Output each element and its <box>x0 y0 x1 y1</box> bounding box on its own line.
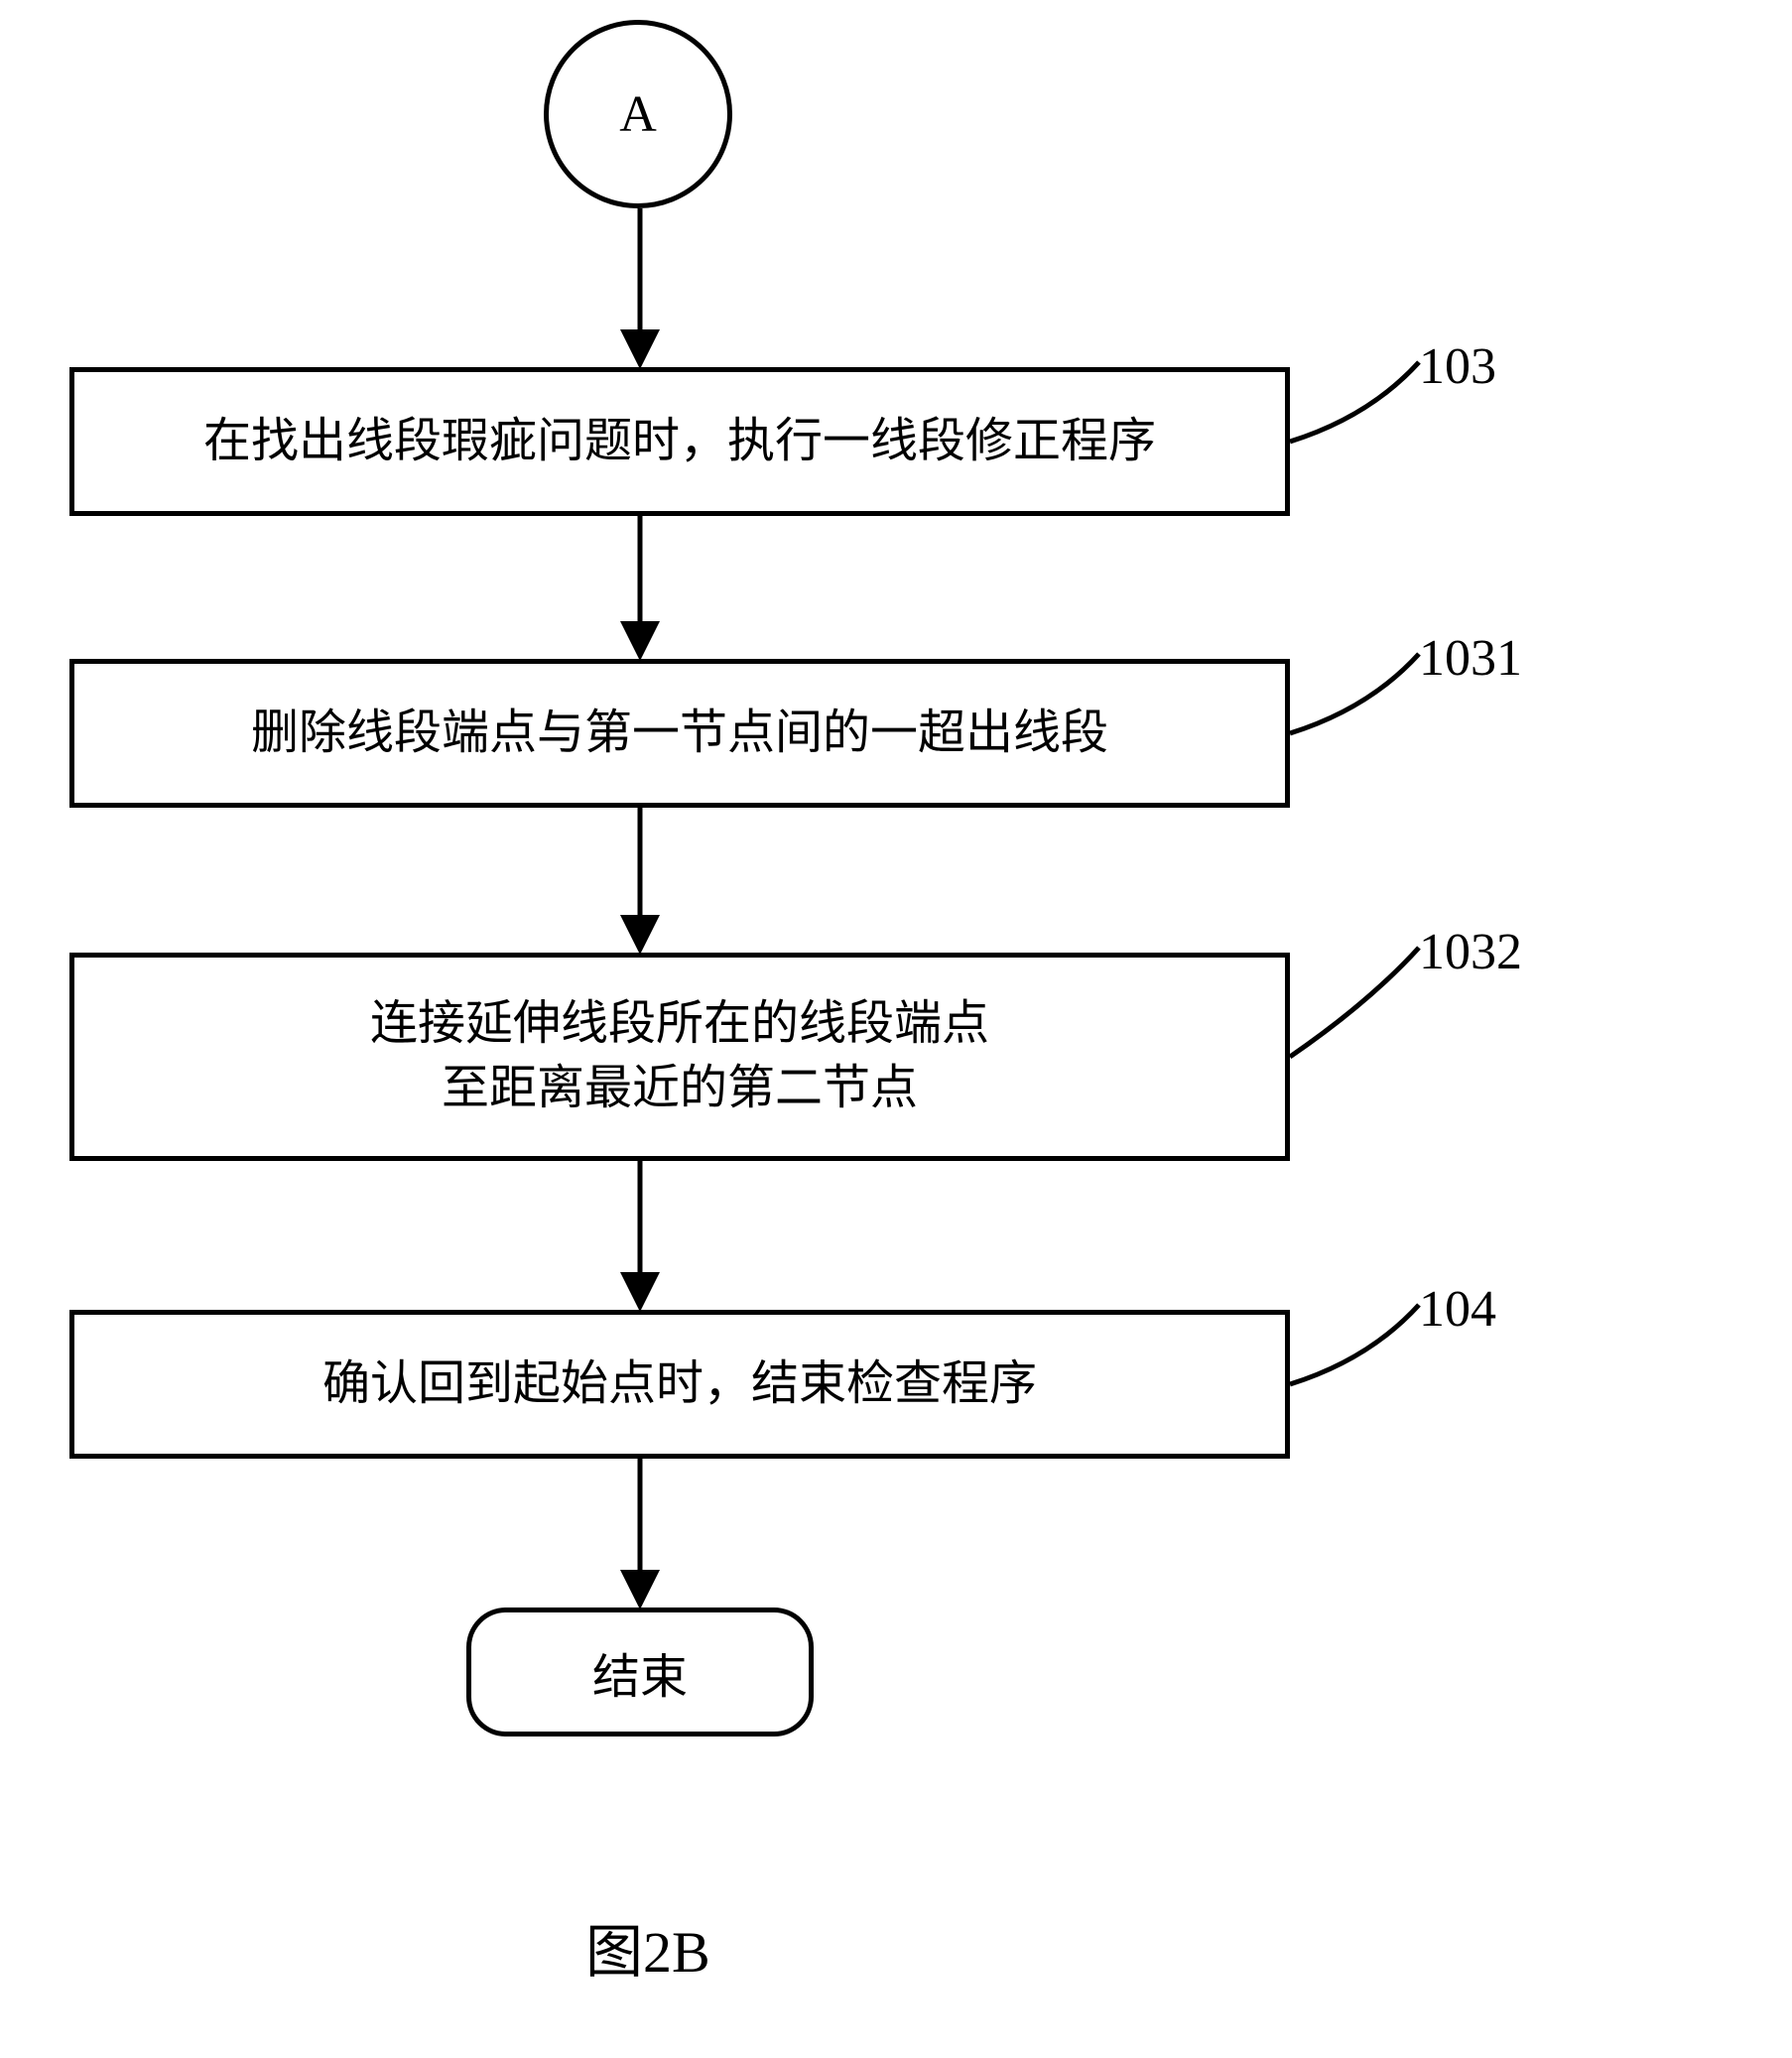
step-104-label: 104 <box>1419 1280 1496 1339</box>
step-1032-label: 1032 <box>1419 923 1522 981</box>
step-103-label: 103 <box>1419 337 1496 396</box>
step-1031-label: 1031 <box>1419 629 1522 688</box>
step-104-text: 确认回到起始点时，结束检查程序 <box>322 1352 1037 1417</box>
step-1032-text: 连接延伸线段所在的线段端点 至距离最近的第二节点 <box>370 992 989 1121</box>
step-1031-text: 删除线段端点与第一节点间的一超出线段 <box>251 702 1108 766</box>
step-103-text: 在找出线段瑕疵问题时，执行一线段修正程序 <box>203 410 1156 474</box>
end-text: 结束 <box>592 1637 688 1707</box>
connector-a: A <box>544 20 732 208</box>
step-1032-box: 连接延伸线段所在的线段端点 至距离最近的第二节点 <box>69 953 1290 1161</box>
leader-1032 <box>1290 948 1419 1057</box>
leader-104 <box>1290 1305 1419 1384</box>
step-1031-box: 删除线段端点与第一节点间的一超出线段 <box>69 659 1290 808</box>
flowchart-canvas: A 在找出线段瑕疵问题时，执行一线段修正程序 103 删除线段端点与第一节点间的… <box>0 0 1792 2058</box>
connector-a-text: A <box>619 85 657 144</box>
figure-caption: 图2B <box>585 1905 710 1989</box>
leader-103 <box>1290 362 1419 442</box>
leader-1031 <box>1290 654 1419 733</box>
end-terminator: 结束 <box>466 1608 814 1736</box>
step-103-box: 在找出线段瑕疵问题时，执行一线段修正程序 <box>69 367 1290 516</box>
step-104-box: 确认回到起始点时，结束检查程序 <box>69 1310 1290 1459</box>
